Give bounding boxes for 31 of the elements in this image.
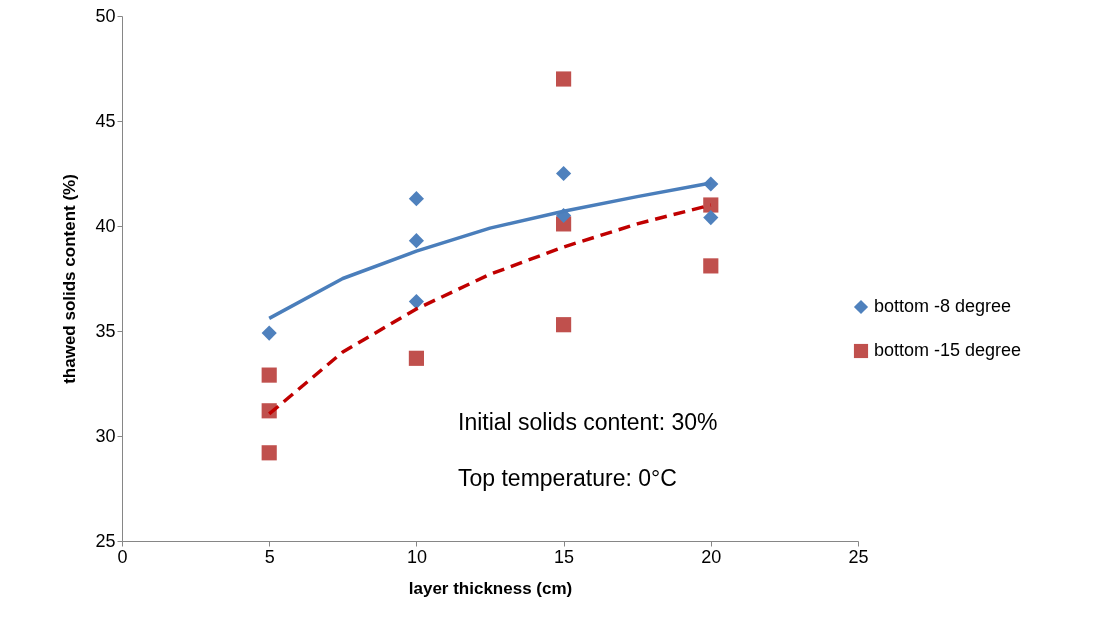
legend-label: bottom -8 degree — [874, 296, 1012, 316]
point — [556, 165, 572, 182]
x-tick-label: 20 — [701, 546, 722, 567]
x-tick-label: 15 — [554, 546, 575, 567]
legend-label: bottom -15 degree — [874, 340, 1022, 360]
point — [703, 197, 719, 213]
annotation: Initial solids content: 30% — [458, 409, 718, 435]
point — [556, 71, 572, 87]
point — [556, 317, 572, 333]
x-tick-label: 5 — [264, 546, 275, 567]
y-tick-label: 45 — [95, 110, 116, 131]
x-axis-title: layer thickness (cm) — [408, 578, 573, 598]
x-tick-label: 0 — [117, 546, 128, 567]
point — [408, 294, 424, 310]
point — [261, 325, 277, 341]
x-tick-label: 10 — [406, 546, 427, 567]
point — [408, 191, 424, 207]
point — [261, 367, 277, 383]
x-tick-label: 25 — [848, 546, 869, 567]
y-tick-label: 30 — [95, 425, 116, 446]
point — [408, 233, 424, 249]
point — [703, 210, 719, 226]
y-tick-label: 40 — [95, 215, 116, 236]
point — [408, 350, 424, 366]
point — [261, 445, 277, 461]
point — [703, 258, 719, 274]
y-tick-label: 50 — [95, 5, 116, 26]
y-tick-label: 35 — [95, 320, 116, 341]
annotation: Top temperature: 0°C — [458, 465, 677, 491]
y-tick-label: 25 — [95, 530, 116, 551]
y-axis-title: thawed solids content (%) — [60, 174, 80, 384]
